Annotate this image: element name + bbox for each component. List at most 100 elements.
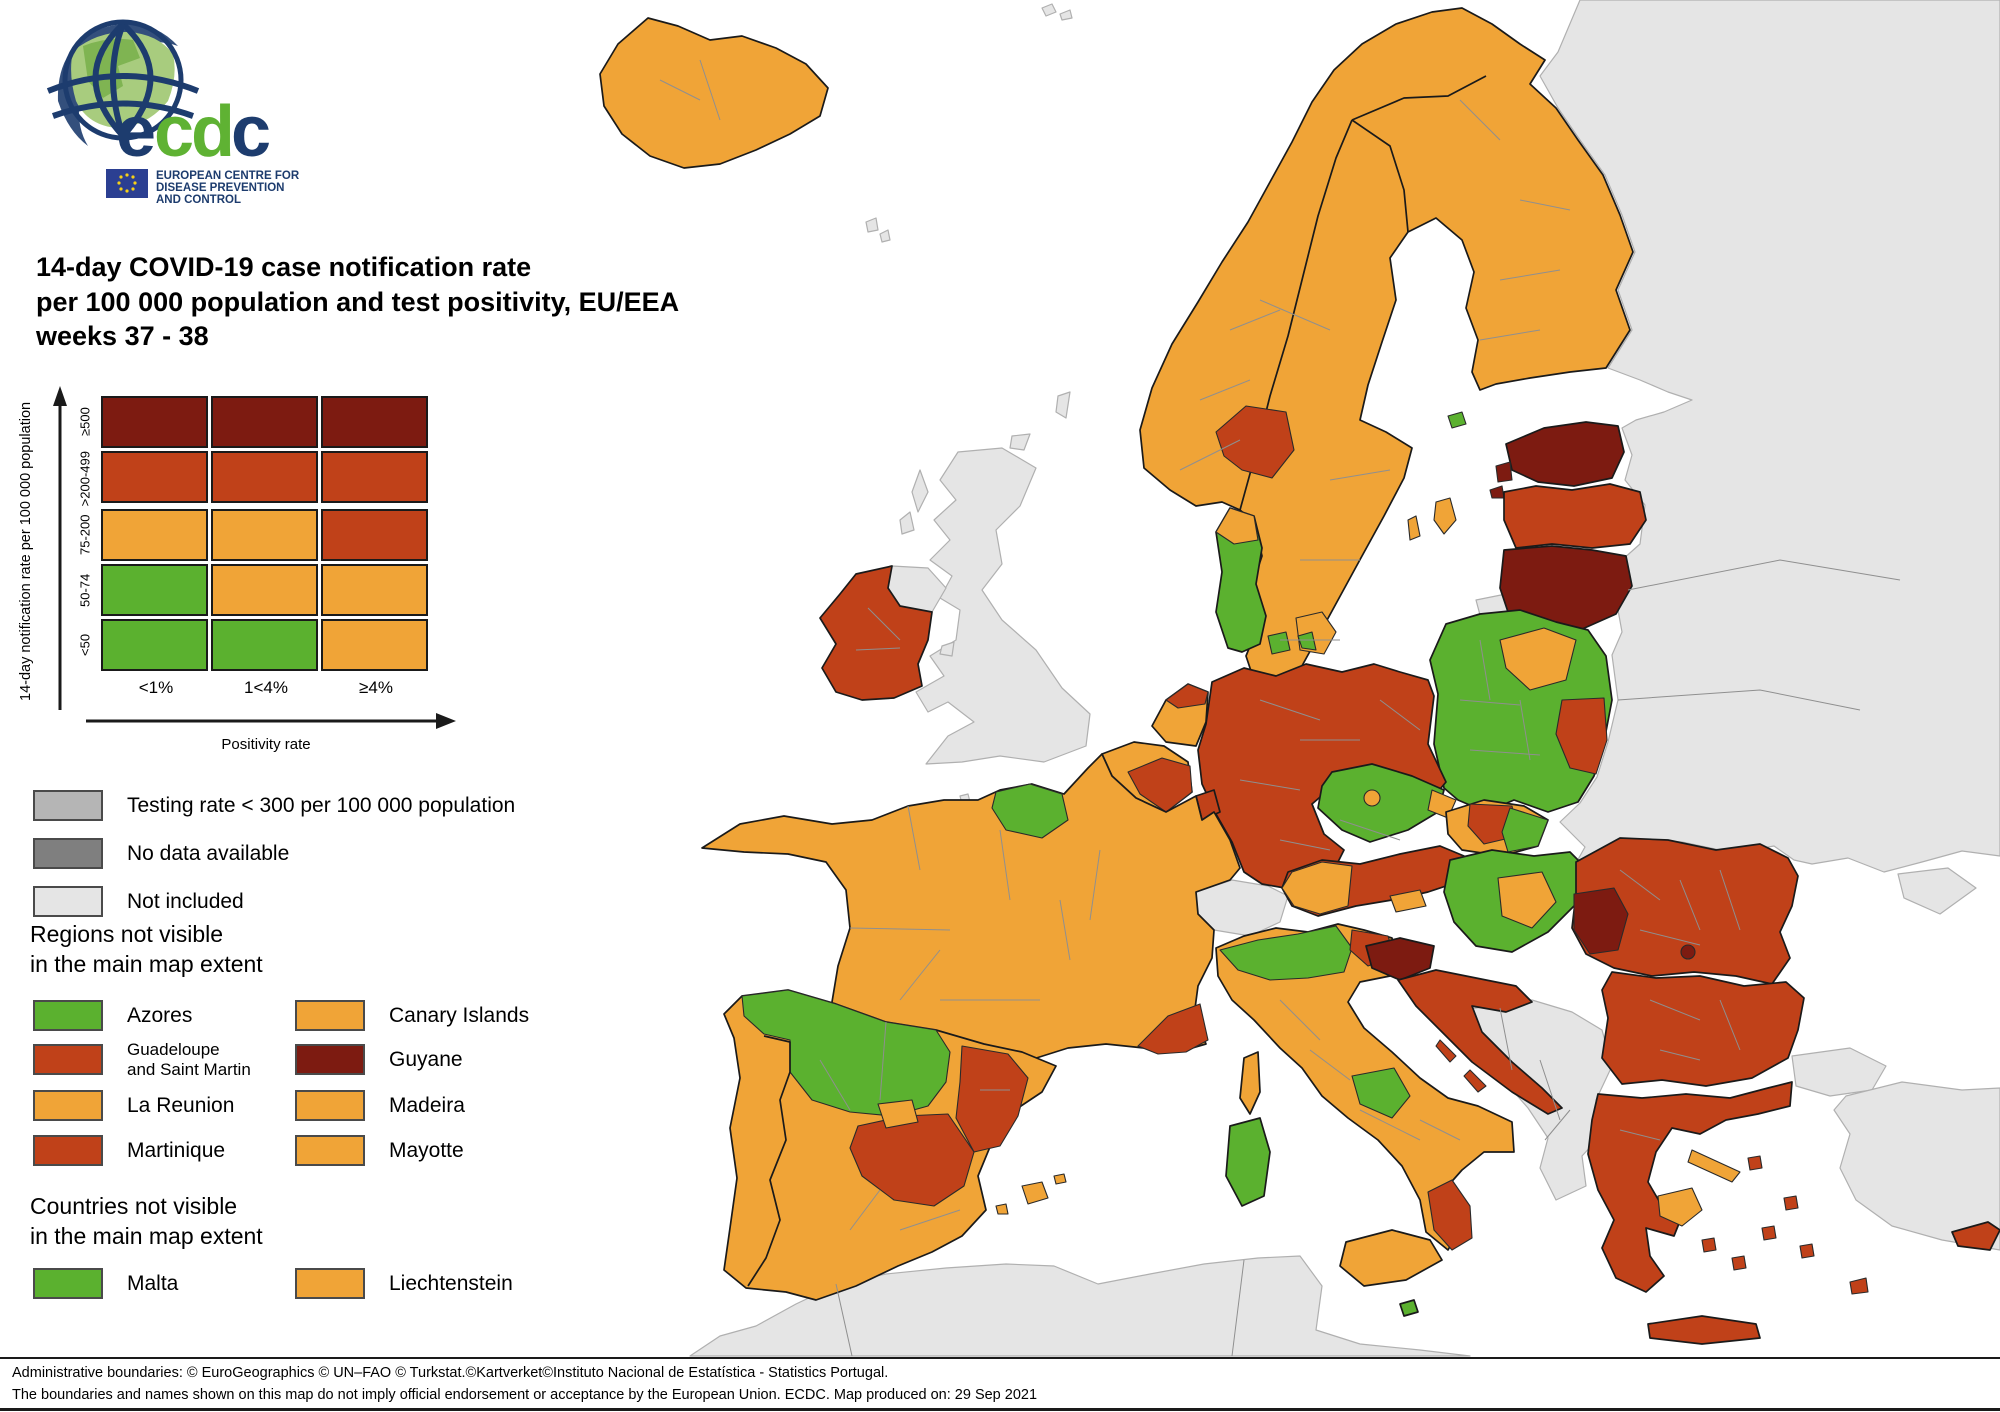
- matrix-row: ≥500: [72, 396, 428, 448]
- map-region-turkey-thrace: [1791, 1047, 1887, 1097]
- map-region-aragon: [955, 1045, 1029, 1153]
- footer-boundaries-credit: Administrative boundaries: © EuroGeograp…: [12, 1365, 889, 1381]
- matrix-row-label: <50: [77, 634, 93, 657]
- liechtenstein-swatch: [295, 1268, 365, 1299]
- map-region-isle-of-man: [939, 641, 955, 657]
- map-region-gotland: [1433, 497, 1457, 535]
- legend-azores: Azores: [33, 1000, 192, 1031]
- wordmark-letter: c: [231, 92, 269, 172]
- map-country-estonia: [1505, 421, 1625, 487]
- map-region-uk-islands: [899, 391, 1071, 535]
- map-country-croatia: [1397, 969, 1563, 1115]
- matrix-cell: [321, 619, 428, 672]
- map-country-scandinavia-finland: [1139, 7, 1634, 717]
- mayotte-label: Mayotte: [389, 1138, 464, 1162]
- madeira-swatch: [295, 1090, 365, 1121]
- org-line: AND CONTROL: [156, 194, 241, 206]
- matrix-x-axis-label: Positivity rate: [221, 736, 311, 753]
- org-name: EUROPEAN CENTRE FOR DISEASE PREVENTION A…: [156, 170, 300, 206]
- matrix-row-label: ≥500: [77, 407, 93, 437]
- map-region-provence: [1137, 1003, 1209, 1055]
- matrix-y-axis-label: 14-day notification rate per 100 000 pop…: [18, 401, 34, 701]
- map-country-lithuania: [1499, 545, 1633, 631]
- matrix-cell: [321, 564, 428, 617]
- map-region-crete: [1647, 1315, 1761, 1345]
- martinique-label: Martinique: [127, 1138, 226, 1162]
- map-region-hungary-center: [1497, 871, 1557, 929]
- map-region-corsica: [1239, 1051, 1261, 1115]
- matrix-row-label: >200-499: [77, 451, 93, 507]
- page-bottom-border: [0, 1408, 2000, 1411]
- not-included-swatch: [33, 886, 103, 917]
- map-region-abruzzo: [1351, 1067, 1411, 1119]
- countries-heading-line2: in the main map extent: [30, 1222, 263, 1249]
- legend-la-reunion: La Reunion: [33, 1090, 234, 1121]
- map-region-croatia-islands: [1435, 1039, 1487, 1093]
- matrix-cell: [211, 619, 318, 672]
- map-region-carinthia: [1389, 889, 1427, 913]
- martinique-swatch: [33, 1135, 103, 1166]
- legend-madeira: Madeira: [295, 1090, 465, 1121]
- matrix-cell: [321, 396, 428, 448]
- legend-testing-rate: Testing rate < 300 per 100 000 populatio…: [33, 790, 515, 821]
- map-region-poland-northeast: [1499, 627, 1577, 691]
- guadeloupe-swatch: [33, 1044, 103, 1076]
- legend-martinique: Martinique: [33, 1135, 225, 1166]
- map-title: 14-day COVID-19 case notification rate p…: [36, 250, 679, 354]
- guyane-label: Guyane: [389, 1047, 463, 1071]
- map-region-balearic-islands: [995, 1173, 1067, 1215]
- matrix-column-label: ≥4%: [359, 678, 393, 697]
- map-region-lubelskie: [1555, 697, 1608, 775]
- legend-liechtenstein: Liechtenstein: [295, 1268, 513, 1299]
- mayotte-swatch: [295, 1135, 365, 1166]
- footer-disclaimer: The boundaries and names shown on this m…: [12, 1386, 1038, 1403]
- map-region-bucharest: [1680, 944, 1696, 960]
- map-region-netherlands-north: [1165, 683, 1209, 709]
- map-country-czechia: [1317, 763, 1445, 843]
- map-region-jan-mayen: [1041, 3, 1073, 21]
- matrix-cell: [321, 451, 428, 503]
- guyane-swatch: [295, 1044, 365, 1075]
- map-country-cyprus: [1951, 1221, 2000, 1251]
- portugal-spain-border: [747, 1035, 791, 1287]
- no-data-swatch: [33, 838, 103, 869]
- matrix-row-label: 50-74: [77, 573, 93, 607]
- matrix-cell: [211, 564, 318, 617]
- map-country-denmark: [1215, 507, 1267, 653]
- regions-heading-line2: in the main map extent: [30, 950, 263, 977]
- map-region-estonia-islands: [1489, 461, 1513, 499]
- matrix-cell: [101, 564, 208, 617]
- map-country-malta: [1399, 1299, 1419, 1317]
- map-region-faroe-islands: [865, 217, 891, 243]
- legend-malta: Malta: [33, 1268, 178, 1299]
- norway-finland-border: [1351, 75, 1487, 121]
- map-region-slovakia-east: [1501, 807, 1549, 853]
- legend-not-included: Not included: [33, 886, 244, 917]
- eu-flag: [106, 169, 148, 198]
- map-region-turkey: [1833, 1081, 2000, 1251]
- canary-islands-label: Canary Islands: [389, 1003, 530, 1027]
- matrix-cell: [321, 509, 428, 562]
- map-region-denmark-north: [1215, 507, 1259, 545]
- testing-rate-label: Testing rate < 300 per 100 000 populatio…: [127, 793, 516, 817]
- matrix-cell: [211, 509, 318, 562]
- wordmark-letter: e: [116, 92, 154, 172]
- map-region-wallonia: [1127, 757, 1193, 813]
- ecdc-logo: e c d c EUROPEAN CENTRE FOR DISEASE PREV…: [46, 19, 300, 206]
- legend-guyane: Guyane: [295, 1044, 463, 1075]
- wordmark-letter: c: [154, 92, 192, 172]
- map-nuts-lines: [659, 59, 1901, 1357]
- malta-label: Malta: [127, 1271, 179, 1295]
- malta-swatch: [33, 1268, 103, 1299]
- matrix-column-label: 1<4%: [244, 678, 288, 697]
- matrix-cell: [101, 509, 208, 562]
- map-region-oland: [1407, 515, 1421, 541]
- matrix-cell: [211, 451, 318, 503]
- matrix-legend-grid: ≥500 >200-499 75-200 50-74 <50: [72, 396, 428, 674]
- guadeloupe-label-line1: Guadeloupe: [127, 1040, 220, 1059]
- map-region-madrid: [877, 1099, 919, 1129]
- azores-swatch: [33, 1000, 103, 1031]
- map-region-evia: [1687, 1149, 1741, 1183]
